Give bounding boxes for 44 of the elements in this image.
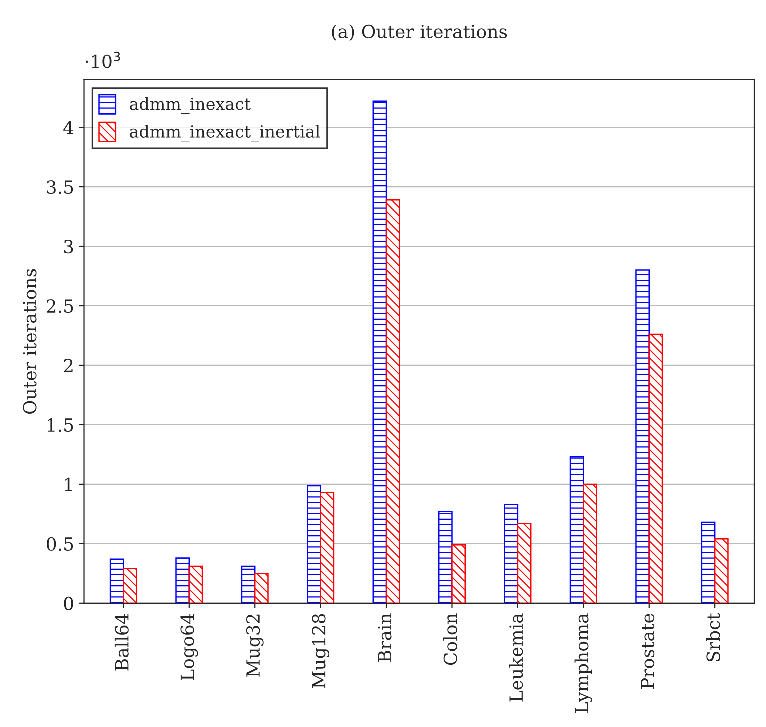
y-tick-label: 0.5 <box>47 537 74 552</box>
x-tick-label: Prostate <box>641 614 655 690</box>
text: ·10$^{3}$ <box>86 52 120 68</box>
x-tick-label: Ball64 <box>114 614 129 671</box>
x-tick-label: Brain <box>378 614 392 662</box>
bar <box>701 522 716 604</box>
y-tick-label: 1 <box>65 478 72 492</box>
legend-label: admm_inexact <box>130 97 251 114</box>
y-tick-label: 4 <box>64 121 74 134</box>
y-axis-title: Outer iterations <box>23 269 37 414</box>
bar <box>188 566 204 604</box>
bar <box>110 558 124 604</box>
bar <box>438 511 453 604</box>
bar <box>714 538 729 604</box>
x-tick-label: Mug32 <box>246 614 264 677</box>
chart-title: (a) Outer iterations <box>332 24 508 42</box>
x-tick-label: Leukemia <box>509 614 524 702</box>
bar <box>452 544 466 604</box>
y-tick-label: 2 <box>64 358 73 372</box>
bar <box>517 523 532 604</box>
bar <box>570 456 584 604</box>
bar <box>307 485 322 604</box>
bar <box>386 200 400 604</box>
bar <box>241 566 256 604</box>
bar <box>123 568 138 604</box>
x-tick-label: Srbct <box>706 613 720 662</box>
bar <box>254 573 269 604</box>
bar <box>372 100 388 604</box>
bar <box>320 492 335 604</box>
bar <box>648 334 664 604</box>
bar <box>176 558 190 604</box>
x-tick-label: Logo64 <box>180 614 198 680</box>
bar <box>636 270 650 604</box>
x-tick-label: Colon <box>444 614 458 666</box>
y-tick-label: 1.5 <box>48 418 74 432</box>
y-tick-label: 3.5 <box>47 180 74 194</box>
bar <box>504 504 519 604</box>
legend-label: admm_inexact_inertial <box>130 125 320 142</box>
bar <box>583 484 598 604</box>
y-tick-label: 3 <box>64 240 74 254</box>
x-tick-label: Mug128 <box>312 614 330 688</box>
y-tick-label: 0 <box>64 596 74 611</box>
y-tick-label: 2.5 <box>47 299 74 314</box>
x-tick-label: Lymphoma <box>574 614 593 714</box>
